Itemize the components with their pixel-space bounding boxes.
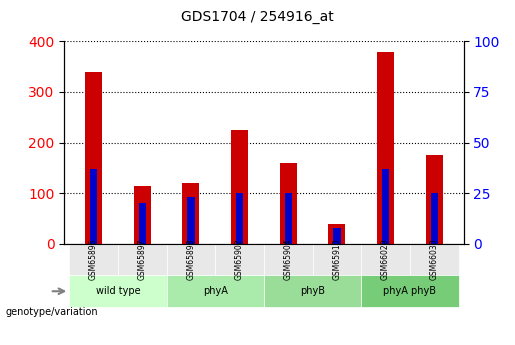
Bar (333, 228, 340, 244)
Bar (134, 186, 151, 244)
FancyBboxPatch shape (362, 244, 410, 275)
FancyBboxPatch shape (264, 275, 362, 307)
FancyBboxPatch shape (166, 275, 264, 307)
FancyBboxPatch shape (166, 244, 215, 275)
FancyBboxPatch shape (362, 275, 459, 307)
Bar (85, 72, 102, 244)
Text: GSM65904: GSM65904 (284, 239, 293, 280)
Bar (139, 203, 146, 244)
Bar (90, 169, 97, 244)
FancyBboxPatch shape (215, 244, 264, 275)
FancyBboxPatch shape (410, 244, 459, 275)
FancyBboxPatch shape (69, 275, 166, 307)
Text: phyA: phyA (203, 286, 228, 296)
FancyBboxPatch shape (313, 244, 362, 275)
Bar (236, 193, 243, 244)
Text: GSM66029: GSM66029 (381, 239, 390, 280)
Bar (377, 51, 394, 244)
Bar (182, 183, 199, 244)
Text: GSM65902: GSM65902 (235, 239, 244, 280)
Text: wild type: wild type (96, 286, 140, 296)
Bar (426, 155, 443, 244)
FancyBboxPatch shape (69, 244, 118, 275)
Text: GDS1704 / 254916_at: GDS1704 / 254916_at (181, 10, 334, 24)
Text: GSM65896: GSM65896 (89, 239, 98, 280)
FancyBboxPatch shape (118, 244, 166, 275)
Text: phyB: phyB (300, 286, 325, 296)
Text: GSM65910: GSM65910 (333, 239, 341, 280)
Bar (329, 224, 346, 244)
Text: GSM65898: GSM65898 (186, 239, 195, 280)
Bar (431, 193, 438, 244)
Text: phyA phyB: phyA phyB (384, 286, 436, 296)
Text: GSM65897: GSM65897 (138, 239, 147, 280)
Text: GSM66030: GSM66030 (430, 239, 439, 280)
FancyBboxPatch shape (264, 244, 313, 275)
Text: genotype/variation: genotype/variation (5, 307, 98, 317)
Bar (285, 193, 292, 244)
Bar (231, 130, 248, 244)
Bar (187, 197, 195, 244)
Bar (280, 163, 297, 244)
Bar (382, 169, 389, 244)
